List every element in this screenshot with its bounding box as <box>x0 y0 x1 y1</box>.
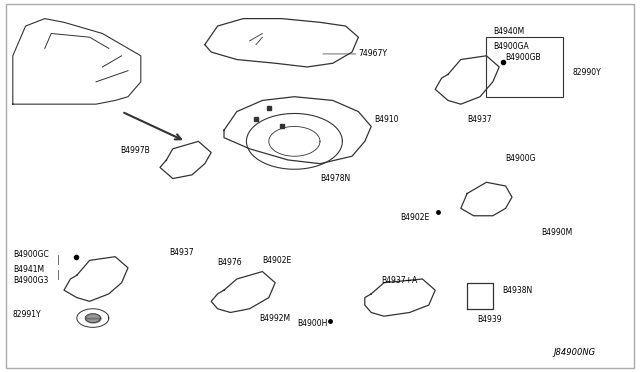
Bar <box>486 37 563 97</box>
Text: B4978N: B4978N <box>320 174 350 183</box>
Text: B4902E: B4902E <box>400 213 429 222</box>
Text: B4938N: B4938N <box>502 286 532 295</box>
Text: B4910: B4910 <box>374 115 399 124</box>
Text: B4997B: B4997B <box>121 146 150 155</box>
Text: 74967Y: 74967Y <box>358 49 387 58</box>
Text: B4939: B4939 <box>477 315 501 324</box>
Text: B4900G3: B4900G3 <box>13 276 48 285</box>
Text: B4937: B4937 <box>170 248 194 257</box>
Text: B4990M: B4990M <box>541 228 572 237</box>
Text: B4976: B4976 <box>218 258 242 267</box>
Text: B4940M: B4940M <box>493 27 524 36</box>
Text: B4900G: B4900G <box>506 154 536 163</box>
Text: B4900GB: B4900GB <box>506 53 541 62</box>
Text: B4937+A: B4937+A <box>381 276 417 285</box>
Text: B4992M: B4992M <box>259 314 291 323</box>
Text: B4941M: B4941M <box>13 265 44 274</box>
Text: B4900H: B4900H <box>298 319 328 328</box>
Text: B4900GC: B4900GC <box>13 250 49 259</box>
Text: 82991Y: 82991Y <box>13 310 42 319</box>
Text: B4902E: B4902E <box>262 256 292 265</box>
Text: J84900NG: J84900NG <box>553 348 595 357</box>
Text: B4937: B4937 <box>467 115 492 124</box>
Text: 82990Y: 82990Y <box>573 68 602 77</box>
Text: B4900GA: B4900GA <box>493 42 529 51</box>
